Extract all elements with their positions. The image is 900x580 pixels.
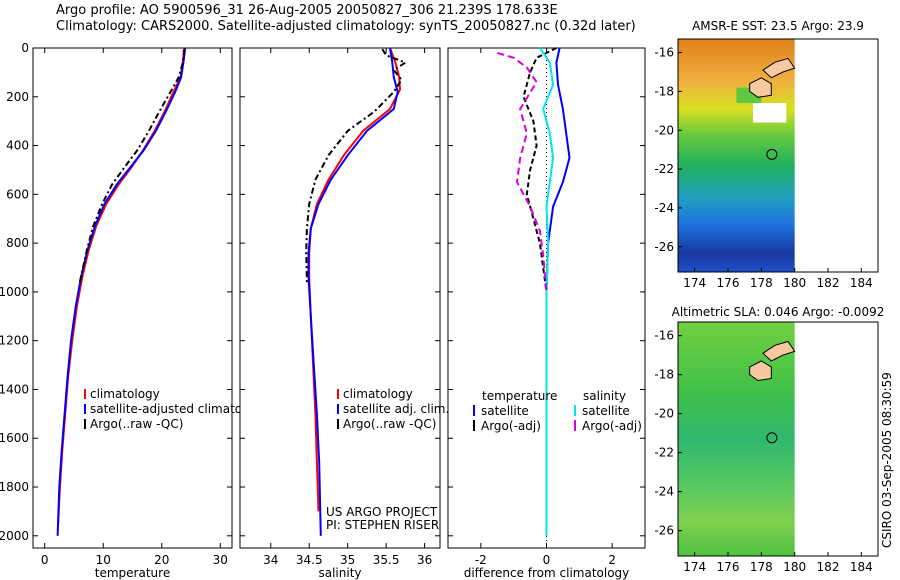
map-y-tick-label: -18 (654, 84, 674, 98)
island-2 (749, 360, 772, 382)
legend-label: satellite (582, 404, 630, 418)
map-title: Altimetric SLA: 0.046 Argo: -0.0092 (672, 305, 885, 319)
map-x-tick-label: 178 (750, 276, 773, 290)
x-axis-label: difference from climatology (464, 566, 630, 580)
panel-frame-2 (239, 47, 441, 549)
y-tick-label: 1000 (0, 285, 29, 299)
x-tick-label: 34 (263, 553, 278, 567)
y-tick-label: 2000 (0, 529, 29, 543)
map-x-tick-label: 184 (850, 560, 873, 574)
map-frame (677, 38, 879, 273)
x-tick-label: 2 (608, 553, 616, 567)
x-tick-label: 0 (41, 553, 49, 567)
map-y-tick-label: -24 (654, 485, 674, 499)
x-tick-label: 20 (154, 553, 169, 567)
map-y-tick-label: -24 (654, 201, 674, 215)
map-field (678, 39, 795, 272)
map-y-tick-label: -22 (654, 162, 674, 176)
legend-label: satellite (481, 404, 529, 418)
island-1 (762, 57, 796, 79)
map-frame (677, 321, 879, 557)
x-tick-label: 34.5 (296, 553, 323, 567)
pi-annotation: PI: STEPHEN RISER (326, 518, 439, 532)
y-tick-label: 800 (6, 236, 29, 250)
series-line-3-4 (497, 51, 548, 292)
argo-marker (766, 432, 778, 444)
series-line-1-3 (78, 49, 186, 283)
legend-label: Argo(-adj) (582, 419, 642, 433)
map-y-tick-label: -16 (654, 46, 674, 60)
y-tick-label: 1400 (0, 382, 29, 396)
panel-frame-1 (32, 47, 233, 549)
credit-label: CSIRO 03-Sep-2005 08:30:59 (880, 372, 894, 548)
map-x-tick-label: 180 (783, 560, 806, 574)
map-x-tick-label: 182 (817, 560, 840, 574)
island-2 (749, 77, 772, 98)
x-axis-label: salinity (318, 566, 361, 580)
map-x-tick-label: 176 (717, 560, 740, 574)
x-tick-label: 35.5 (373, 553, 400, 567)
map-y-tick-label: -22 (654, 446, 674, 460)
profile-title: Argo profile: AO 5900596_31 26-Aug-2005 … (56, 3, 558, 18)
climatology-title: Climatology: CARS2000. Satellite-adjuste… (56, 19, 636, 34)
map-y-tick-label: -20 (654, 123, 674, 137)
series-line-2-2 (307, 47, 399, 536)
map-y-tick-label: -16 (654, 329, 674, 343)
x-tick-label: 0 (543, 553, 551, 567)
legend-label: Argo(..raw -QC) (343, 417, 436, 431)
y-tick-label: 600 (6, 187, 29, 201)
legend-label: climatology (90, 387, 160, 401)
x-axis-label: temperature (95, 566, 170, 580)
missing-data (753, 103, 787, 123)
y-tick-label: 1600 (0, 431, 29, 445)
series-line-3-3 (539, 47, 555, 536)
map-y-tick-label: -26 (654, 524, 674, 538)
map-x-tick-label: 178 (750, 560, 773, 574)
map-x-tick-label: 184 (850, 276, 873, 290)
map-y-tick-label: -18 (654, 368, 674, 382)
legend-label: satellite adj. clim. (343, 402, 449, 416)
island-1 (762, 340, 796, 362)
x-tick-label: -2 (475, 553, 487, 567)
map-x-tick-label: 180 (783, 276, 806, 290)
y-tick-label: 1200 (0, 334, 29, 348)
map-y-tick-label: -20 (654, 407, 674, 421)
map-x-tick-label: 174 (683, 276, 706, 290)
legend-group-title: salinity (583, 389, 626, 403)
legend-label: climatology (343, 387, 413, 401)
map-title: AMSR-E SST: 23.5 Argo: 23.9 (692, 19, 864, 33)
y-tick-label: 0 (21, 41, 29, 55)
map-x-tick-label: 174 (683, 560, 706, 574)
y-tick-label: 1800 (0, 480, 29, 494)
x-tick-label: 35 (340, 553, 355, 567)
x-tick-label: 10 (96, 553, 111, 567)
legend-group-title: temperature (482, 389, 557, 403)
map-x-tick-label: 182 (817, 276, 840, 290)
legend-label: Argo(-adj) (481, 419, 541, 433)
map-y-tick-label: -26 (654, 240, 674, 254)
argo-marker (766, 148, 778, 160)
series-line-1-2 (56, 47, 187, 536)
legend-label: Argo(..raw -QC) (90, 417, 183, 431)
map-field (678, 322, 795, 556)
series-line-2-3 (305, 48, 408, 283)
series-line-3-2 (522, 47, 557, 293)
x-tick-label: 36 (417, 553, 432, 567)
y-tick-label: 400 (6, 139, 29, 153)
y-tick-label: 200 (6, 90, 29, 104)
legend-label: satellite-adjusted climatology (90, 402, 268, 416)
map-x-tick-label: 176 (717, 276, 740, 290)
pi-annotation: US ARGO PROJECT (326, 505, 438, 519)
x-tick-label: 30 (213, 553, 228, 567)
